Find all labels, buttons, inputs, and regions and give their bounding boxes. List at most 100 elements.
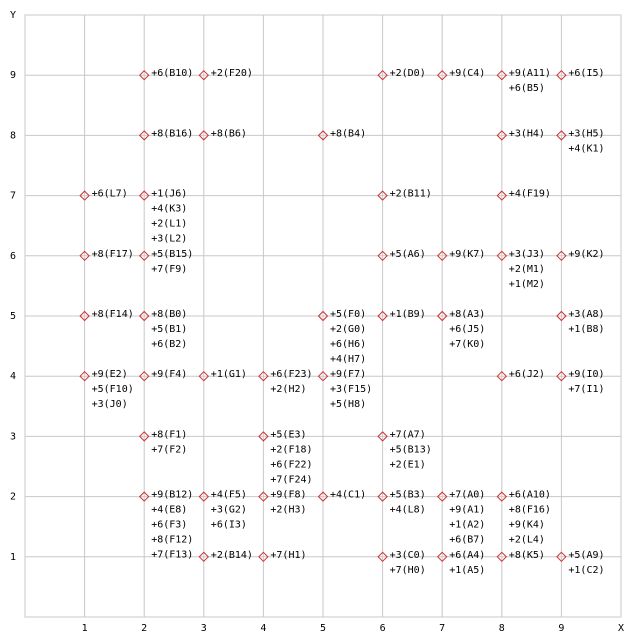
y-axis-label: Y [10, 10, 16, 21]
point-label: +9(A11) [509, 68, 551, 79]
point-label: +6(A4) [449, 550, 485, 561]
point-marker [377, 551, 388, 563]
point-label: +7(H1) [270, 550, 306, 561]
point-label: +6(B7) [449, 535, 485, 546]
point-label: +5(F10) [92, 384, 134, 395]
point-marker [138, 190, 150, 201]
point-marker [556, 69, 567, 81]
point-label: +6(F22) [270, 459, 312, 470]
point-label: +8(F1) [151, 429, 187, 440]
point-marker [138, 250, 150, 262]
point-label: +3(L2) [151, 234, 187, 245]
point-label: +4(K3) [151, 204, 187, 215]
point-label: +2(L4) [509, 535, 545, 546]
point-marker [138, 130, 150, 141]
point-label: +6(B5) [509, 83, 545, 94]
x-tick-label: 3 [201, 623, 207, 634]
point-label: +4(F19) [509, 189, 551, 200]
y-tick-label: 1 [10, 552, 16, 563]
point-marker [377, 491, 388, 502]
point-label: +3(C0) [390, 550, 426, 561]
point-label: +8(F16) [509, 505, 551, 516]
point-label: +5(F0) [330, 309, 366, 320]
point-marker [556, 250, 567, 262]
point-label: +3(A8) [568, 309, 604, 320]
point-marker [496, 491, 508, 502]
point-marker [436, 250, 448, 262]
point-label: +9(K2) [568, 249, 604, 260]
point-label: +4(K1) [568, 143, 604, 154]
point-label: +6(I5) [568, 68, 604, 79]
x-tick-label: 5 [320, 623, 326, 634]
point-marker [556, 130, 567, 141]
point-label: +7(A0) [449, 490, 485, 501]
point-label: +8(B6) [211, 128, 247, 139]
point-label: +3(G2) [211, 505, 247, 516]
point-label: +3(J0) [92, 399, 128, 410]
point-label: +5(B15) [151, 249, 193, 260]
point-label: +1(A2) [449, 520, 485, 531]
point-label: +5(H8) [330, 399, 366, 410]
point-label: +8(F17) [92, 249, 134, 260]
point-label: +2(M1) [509, 264, 545, 275]
point-marker [198, 69, 210, 81]
point-marker [496, 190, 508, 201]
point-label: +2(F18) [270, 444, 312, 455]
point-label: +7(F13) [151, 550, 193, 561]
point-label: +9(K7) [449, 249, 485, 260]
point-label: +8(B4) [330, 128, 366, 139]
point-label: +3(J3) [509, 249, 545, 260]
point-marker [377, 190, 388, 201]
point-label: +3(H4) [509, 128, 545, 139]
point-label: +6(B10) [151, 68, 193, 79]
point-label: +8(B0) [151, 309, 187, 320]
y-tick-label: 4 [10, 371, 16, 382]
point-label: +9(F4) [151, 369, 187, 380]
point-label: +6(I3) [211, 520, 247, 531]
point-marker [436, 310, 448, 322]
point-label: +5(E3) [270, 429, 306, 440]
point-marker [556, 551, 567, 563]
x-axis-label: X [618, 623, 624, 634]
point-marker [258, 491, 269, 502]
point-marker [377, 310, 388, 322]
point-marker [436, 69, 448, 81]
point-label: +6(H6) [330, 339, 366, 350]
point-label: +4(E8) [151, 505, 187, 516]
point-label: +2(L1) [151, 219, 187, 230]
point-label: +3(H5) [568, 128, 604, 139]
point-label: +2(H3) [270, 505, 306, 516]
point-marker [436, 551, 448, 563]
point-marker [138, 370, 150, 382]
point-marker [317, 310, 329, 322]
point-label: +2(F20) [211, 68, 253, 79]
point-label: +2(B14) [211, 550, 253, 561]
point-marker [377, 431, 388, 442]
point-label: +9(B12) [151, 490, 193, 501]
point-marker [377, 69, 388, 81]
point-marker [258, 370, 269, 382]
point-label: +8(B16) [151, 128, 193, 139]
point-label: +1(C2) [568, 565, 604, 576]
point-label: +6(B2) [151, 339, 187, 350]
point-label: +6(A10) [509, 490, 551, 501]
point-label: +6(J2) [509, 369, 545, 380]
point-marker [198, 491, 210, 502]
point-marker [496, 551, 508, 563]
point-label: +2(G0) [330, 324, 366, 335]
point-label: +5(B13) [390, 444, 432, 455]
point-label: +8(A3) [449, 309, 485, 320]
x-tick-label: 1 [82, 623, 88, 634]
point-marker [258, 551, 269, 563]
point-marker [198, 370, 210, 382]
point-label: +9(F7) [330, 369, 366, 380]
x-tick-label: 7 [439, 623, 445, 634]
point-label: +5(A6) [390, 249, 426, 260]
point-marker [79, 190, 90, 201]
point-marker [317, 130, 329, 141]
point-marker [198, 551, 210, 563]
point-label: +7(F2) [151, 444, 187, 455]
point-marker [79, 250, 90, 262]
point-marker [138, 69, 150, 81]
